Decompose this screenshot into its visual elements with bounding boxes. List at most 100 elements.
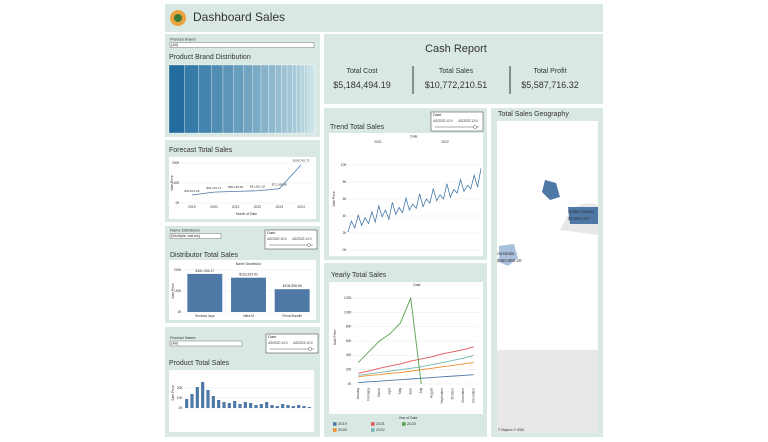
map-label: $1,800,417	[568, 216, 591, 221]
y-tick-label: 0K	[348, 382, 353, 386]
series-line	[357, 296, 422, 385]
x-tick-label: Sentosa Jaya	[195, 314, 215, 318]
kpi-value: $10,772,210.51	[425, 80, 488, 90]
x-tick-label: November	[461, 387, 465, 403]
y-tick-label: 10K	[341, 163, 348, 167]
slider-handle[interactable]	[308, 347, 312, 351]
treemap-cell	[211, 64, 224, 134]
year-label: 2021	[374, 140, 382, 144]
series-line	[347, 168, 482, 233]
bar	[297, 405, 301, 408]
y-tick-label: 10K	[177, 396, 184, 400]
chart-header: Date	[413, 283, 420, 287]
x-tick-label: Mitra M	[243, 314, 254, 318]
x-tick-label: August	[430, 388, 434, 398]
y-tick-label: 20K	[177, 386, 184, 390]
bar	[281, 404, 285, 408]
date-label: Date	[433, 112, 442, 117]
cash-panel	[324, 34, 603, 104]
legend-swatch	[371, 428, 375, 432]
date-to: 4/2/2023 12:0	[292, 237, 312, 241]
x-tick-label: Prima Mandiri	[282, 314, 302, 318]
treemap-cell	[286, 64, 293, 134]
y-tick-label: 20K	[346, 368, 353, 372]
filter-value: (All)	[171, 42, 179, 47]
data-label: $58,128.05	[228, 185, 243, 189]
map-australia	[499, 244, 518, 266]
treemap-cell	[233, 64, 244, 134]
legend-swatch	[333, 428, 337, 432]
date-label: Date	[267, 230, 276, 235]
y-tick-label: 80K	[346, 325, 353, 329]
kpi-label: Total Profit	[533, 68, 566, 75]
x-tick-label: May	[398, 388, 402, 394]
data-label: $163,329.92	[239, 273, 258, 277]
bar	[211, 396, 215, 408]
bar	[238, 404, 242, 408]
axis-title: Sale Price	[171, 385, 175, 401]
bar	[195, 387, 199, 408]
logo-center	[174, 14, 182, 22]
x-tick-label: December	[472, 387, 476, 403]
bar	[201, 382, 205, 408]
y-tick-label: 100K	[172, 181, 180, 185]
filter-select[interactable]	[169, 233, 222, 239]
x-tick-label: 2023	[275, 205, 283, 209]
date-filter[interactable]	[264, 229, 318, 250]
filter-value: (Multiple values)	[171, 233, 201, 238]
treemap-cell	[296, 64, 302, 134]
filter-select[interactable]	[169, 340, 243, 347]
bar	[222, 402, 226, 408]
date-label: Date	[268, 334, 277, 339]
treemap-cell	[275, 64, 282, 134]
x-tick-label: April	[388, 388, 392, 395]
bar	[187, 273, 223, 312]
map-ocean	[497, 121, 598, 238]
legend-title: Year of Date	[399, 416, 418, 420]
slider-handle[interactable]	[473, 125, 477, 129]
x-tick-label: June	[409, 388, 413, 395]
chart-area	[329, 282, 483, 414]
page-title: Dashboard Sales	[193, 10, 285, 24]
date-filter[interactable]	[430, 111, 484, 132]
bar	[227, 403, 231, 408]
y-tick-label: 0K	[176, 201, 181, 205]
axis-title: Sale Price	[333, 330, 337, 346]
kpi-label: Total Cost	[346, 68, 377, 75]
data-label: $54,215.11	[206, 186, 221, 190]
axis-title: Sale Price	[170, 175, 174, 191]
y-tick-label: 200K	[174, 268, 182, 272]
bar	[291, 406, 295, 408]
bar	[265, 402, 269, 408]
y-tick-label: 2K	[343, 231, 348, 235]
y-tick-label: 100K	[174, 289, 182, 293]
x-tick-label: October	[451, 387, 455, 399]
map-label: $460,860.20	[497, 258, 522, 263]
map-label: Australia	[497, 251, 515, 256]
map-alaska	[542, 180, 560, 200]
treemap-cell	[312, 64, 316, 134]
filter-value: (All)	[171, 341, 179, 346]
slider-handle[interactable]	[307, 243, 311, 247]
treemap-cell	[281, 64, 288, 134]
treemap-cell	[304, 64, 309, 134]
bar	[286, 405, 290, 408]
x-tick-label: September	[440, 387, 444, 404]
legend-label: 2021	[376, 421, 386, 426]
treemap-cell	[307, 64, 311, 134]
treemap-cell	[198, 64, 212, 134]
treemap-cell	[252, 64, 262, 134]
y-tick-label: 120K	[344, 296, 352, 300]
bar	[231, 277, 266, 312]
panel-title: Product Brand Distribution	[169, 54, 251, 61]
map-us	[568, 207, 598, 224]
series-line	[358, 362, 474, 378]
filter-select[interactable]	[169, 42, 315, 48]
panel-title: Product Total Sales	[169, 360, 230, 367]
panel-title: Distributor Total Sales	[170, 252, 238, 259]
date-filter[interactable]	[265, 333, 319, 354]
series-line	[358, 374, 474, 384]
x-tick-label: February	[367, 388, 371, 401]
date-to: 4/2/2023 12:0	[458, 119, 478, 123]
